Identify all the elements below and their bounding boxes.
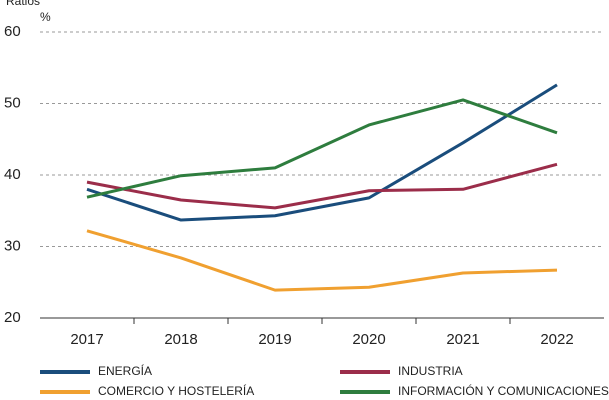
x-tick-label: 2020 xyxy=(352,331,385,348)
x-tick-label: 2021 xyxy=(446,331,479,348)
series-line xyxy=(86,98,558,199)
y-tick-label: 60 xyxy=(4,23,21,40)
legend-label: INFORMACIÓN Y COMUNICACIONES xyxy=(398,383,609,398)
legend-label: ENERGÍA xyxy=(98,363,152,378)
x-tick-label: 2018 xyxy=(164,331,197,348)
series-line xyxy=(86,162,558,210)
y-tick-label: 50 xyxy=(4,94,21,111)
chart-title: Ratios xyxy=(6,0,40,8)
y-tick-label: 20 xyxy=(4,309,21,326)
x-tick-label: 2019 xyxy=(258,331,291,348)
series-line xyxy=(86,83,558,222)
y-tick-label: 40 xyxy=(4,166,21,183)
x-tick-label: 2022 xyxy=(540,331,573,348)
x-tick-label: 2017 xyxy=(70,331,103,348)
legend-label: INDUSTRIA xyxy=(398,364,463,378)
series-line xyxy=(86,229,558,292)
legend-label: COMERCIO Y HOSTELERÍA xyxy=(98,383,254,398)
y-unit: % xyxy=(40,10,51,24)
y-tick-label: 30 xyxy=(4,237,21,254)
